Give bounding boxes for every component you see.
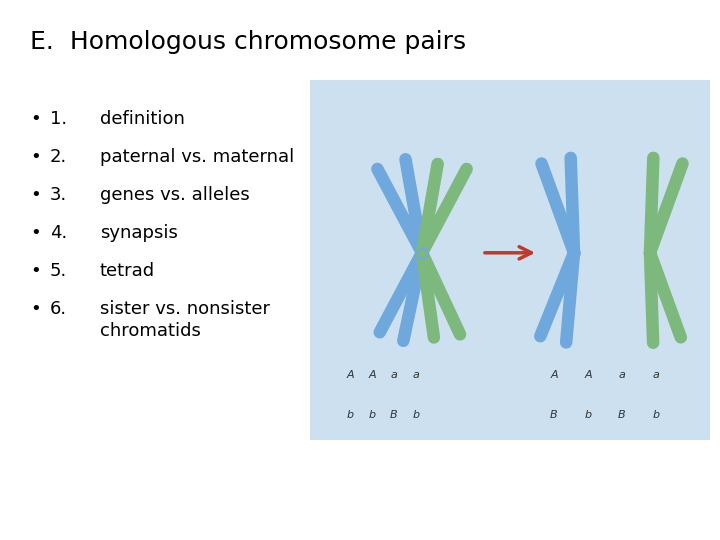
Text: genes vs. alleles: genes vs. alleles	[100, 186, 250, 204]
Text: •: •	[30, 186, 41, 204]
Text: sister vs. nonsister
chromatids: sister vs. nonsister chromatids	[100, 300, 270, 340]
Text: B: B	[550, 410, 558, 420]
Text: 1.: 1.	[50, 110, 67, 128]
Text: •: •	[30, 110, 41, 128]
Text: 6.: 6.	[50, 300, 67, 318]
Text: 5.: 5.	[50, 262, 67, 280]
Text: E.  Homologous chromosome pairs: E. Homologous chromosome pairs	[30, 30, 466, 54]
Text: b: b	[413, 410, 420, 420]
Text: a: a	[413, 370, 420, 380]
Text: definition: definition	[100, 110, 185, 128]
Text: b: b	[652, 410, 660, 420]
Text: a: a	[618, 370, 626, 380]
Text: A: A	[550, 370, 558, 380]
Text: paternal vs. maternal: paternal vs. maternal	[100, 148, 294, 166]
Text: 4.: 4.	[50, 224, 67, 242]
Text: A: A	[584, 370, 592, 380]
Text: 3.: 3.	[50, 186, 67, 204]
Text: •: •	[30, 262, 41, 280]
Text: 2.: 2.	[50, 148, 67, 166]
Text: a: a	[652, 370, 660, 380]
Text: A: A	[346, 370, 354, 380]
Text: tetrad: tetrad	[100, 262, 155, 280]
Bar	[310, 80, 710, 440]
Text: •: •	[30, 224, 41, 242]
Text: synapsis: synapsis	[100, 224, 178, 242]
Text: b: b	[369, 410, 376, 420]
Text: B: B	[618, 410, 626, 420]
Text: a: a	[390, 370, 397, 380]
Text: •: •	[30, 300, 41, 318]
Text: •: •	[30, 148, 41, 166]
Text: b: b	[585, 410, 592, 420]
Text: b: b	[346, 410, 354, 420]
Text: A: A	[368, 370, 376, 380]
Text: B: B	[390, 410, 398, 420]
